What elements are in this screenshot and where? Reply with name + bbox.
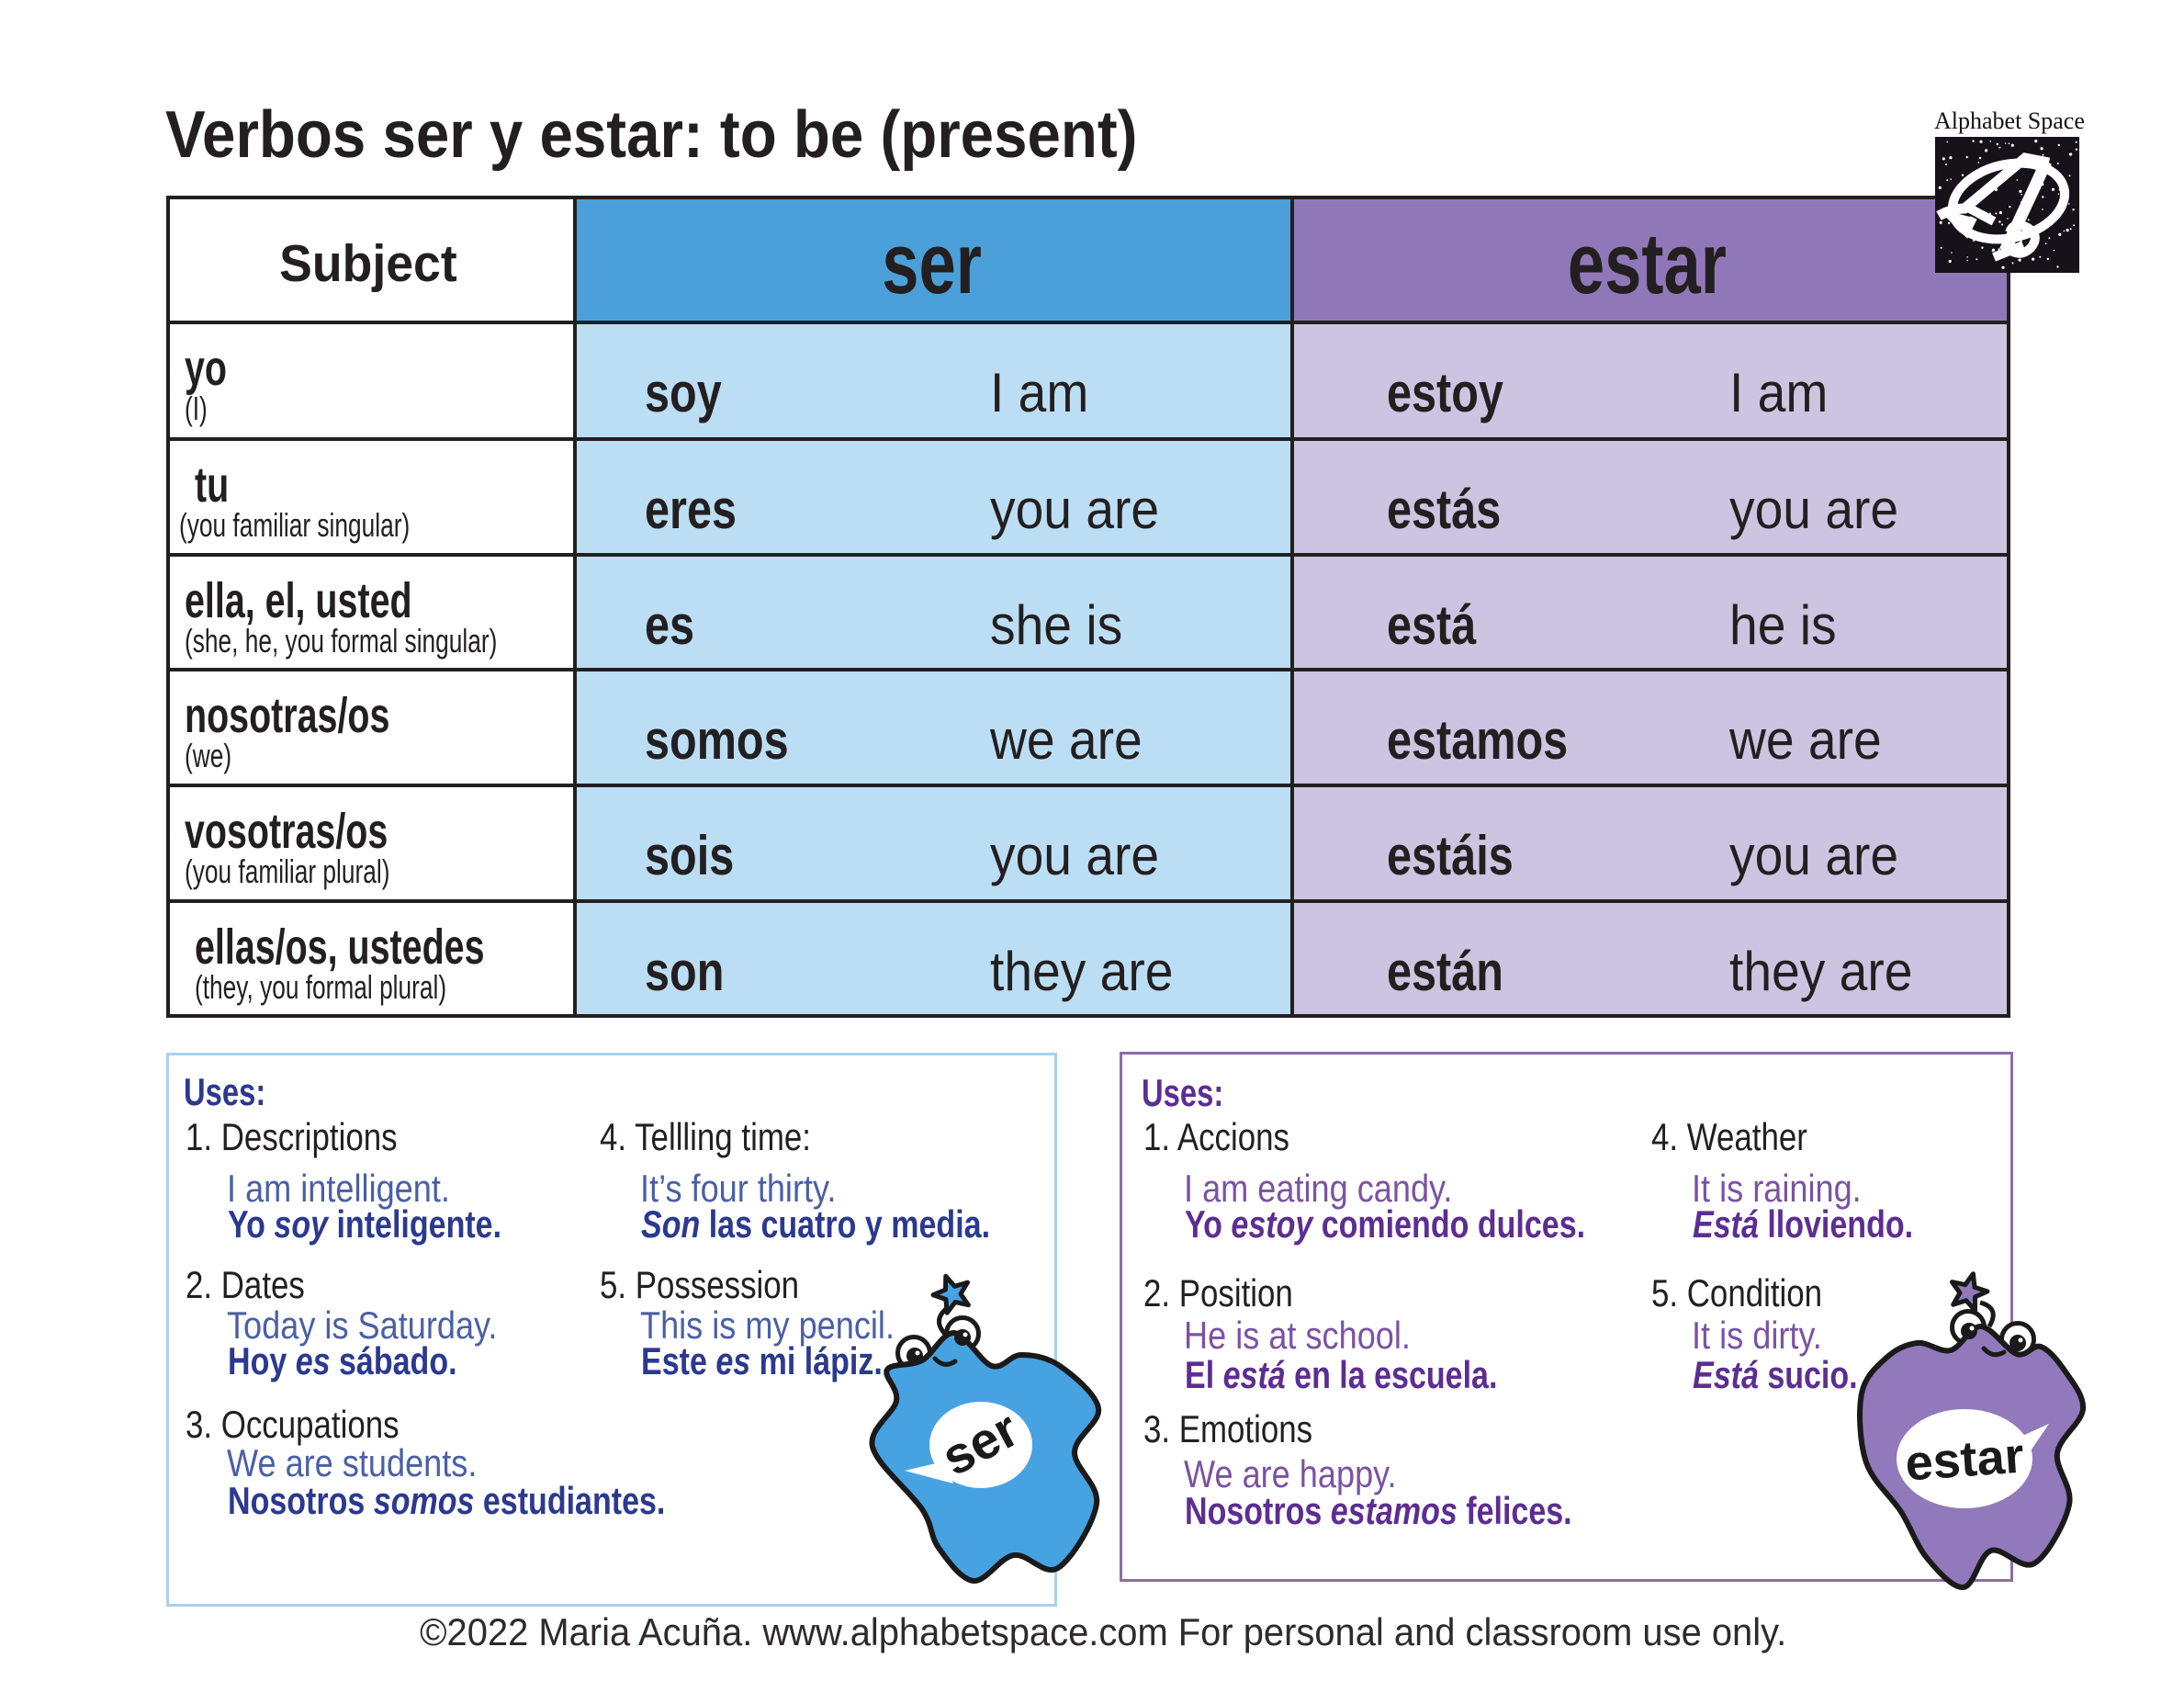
svg-text:estar: estar xyxy=(1904,1428,2026,1492)
